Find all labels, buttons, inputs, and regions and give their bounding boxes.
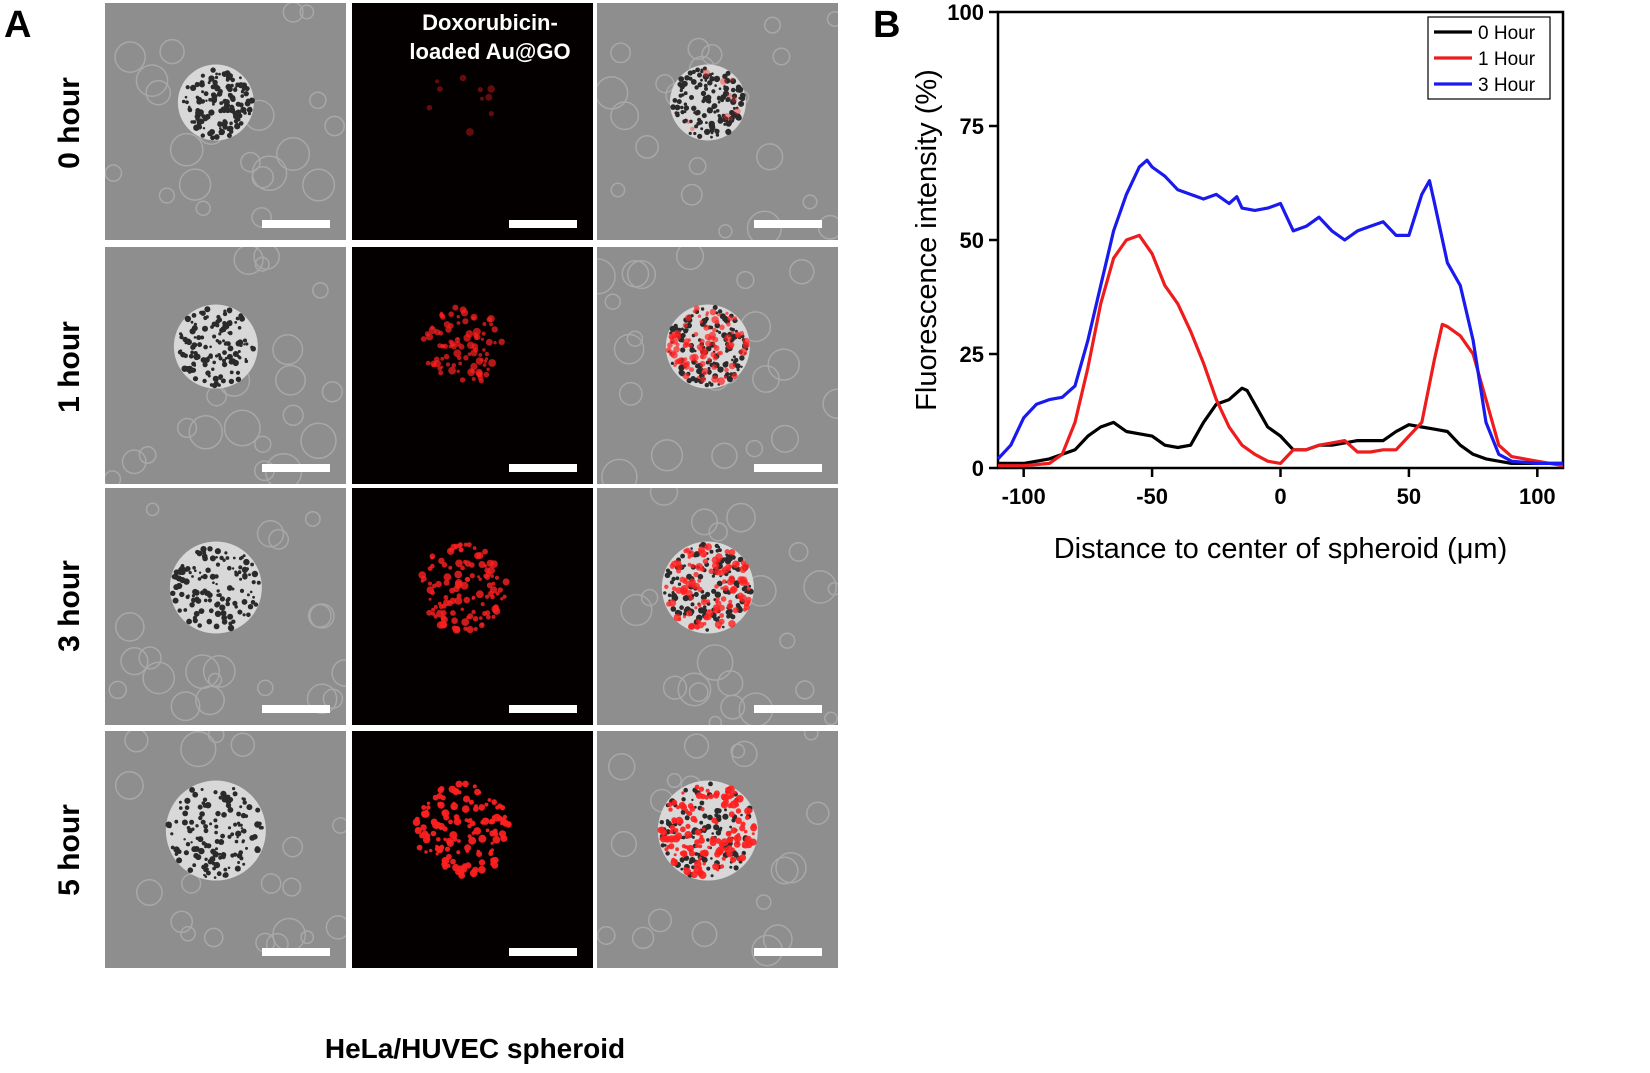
x-tick-label: -100	[1002, 484, 1046, 509]
y-tick-label: 100	[947, 0, 984, 25]
micrograph-fluor-0	[352, 3, 593, 240]
panel-b-letter: B	[873, 4, 901, 46]
scale-bar	[509, 220, 577, 228]
micrograph-bright-1	[105, 247, 346, 484]
scale-bar	[754, 220, 822, 228]
x-axis-title: Distance to center of spheroid (μm)	[1054, 533, 1508, 565]
scale-bar	[262, 948, 330, 956]
legend-entry: 0 Hour	[1478, 23, 1536, 44]
column-title-line-2: loaded Au@GO	[409, 39, 571, 64]
x-tick-label: 100	[1519, 484, 1556, 509]
micrograph-bright-3	[105, 731, 346, 968]
legend-entry: 3 Hour	[1478, 75, 1536, 96]
y-tick-label: 0	[972, 456, 984, 481]
series-line-1-hour	[998, 233, 1564, 468]
micrograph-merge-0	[597, 3, 838, 240]
scale-bar	[262, 464, 330, 472]
legend-entry: 1 Hour	[1478, 49, 1536, 70]
column-title-line-1: Doxorubicin-	[422, 10, 558, 35]
micrograph-bright-2	[105, 488, 346, 725]
scale-bar	[509, 464, 577, 472]
scale-bar	[754, 705, 822, 713]
micrograph-fluor-3	[352, 731, 593, 968]
panel-a-letter: A	[4, 4, 32, 46]
y-axis-title: Fluorescence intensity (%)	[911, 69, 943, 411]
series-line-0-hour	[998, 386, 1563, 465]
micrograph-merge-3	[597, 731, 838, 968]
y-tick-label: 25	[960, 342, 984, 367]
spheroid-caption: HeLa/HUVEC spheroid	[324, 1033, 626, 1064]
scale-bar	[754, 948, 822, 956]
x-tick-label: -50	[1136, 484, 1168, 509]
series-line-3-hour	[996, 158, 1563, 465]
micrograph-fluor-2	[352, 488, 593, 725]
x-tick-label: 50	[1397, 484, 1421, 509]
y-tick-label: 75	[960, 114, 984, 139]
micrograph-bright-0	[105, 3, 346, 240]
micrograph-merge-1	[597, 247, 838, 484]
scale-bar	[509, 705, 577, 713]
scale-bar	[509, 948, 577, 956]
y-tick-label: 50	[960, 228, 984, 253]
scale-bar	[262, 705, 330, 713]
micrograph-fluor-1	[352, 247, 593, 484]
x-tick-label: 0	[1274, 484, 1286, 509]
scale-bar	[262, 220, 330, 228]
micrograph-merge-2	[597, 488, 838, 725]
scale-bar	[754, 464, 822, 472]
fluorescence-column-title: Doxorubicin- loaded Au@GO	[370, 8, 610, 66]
